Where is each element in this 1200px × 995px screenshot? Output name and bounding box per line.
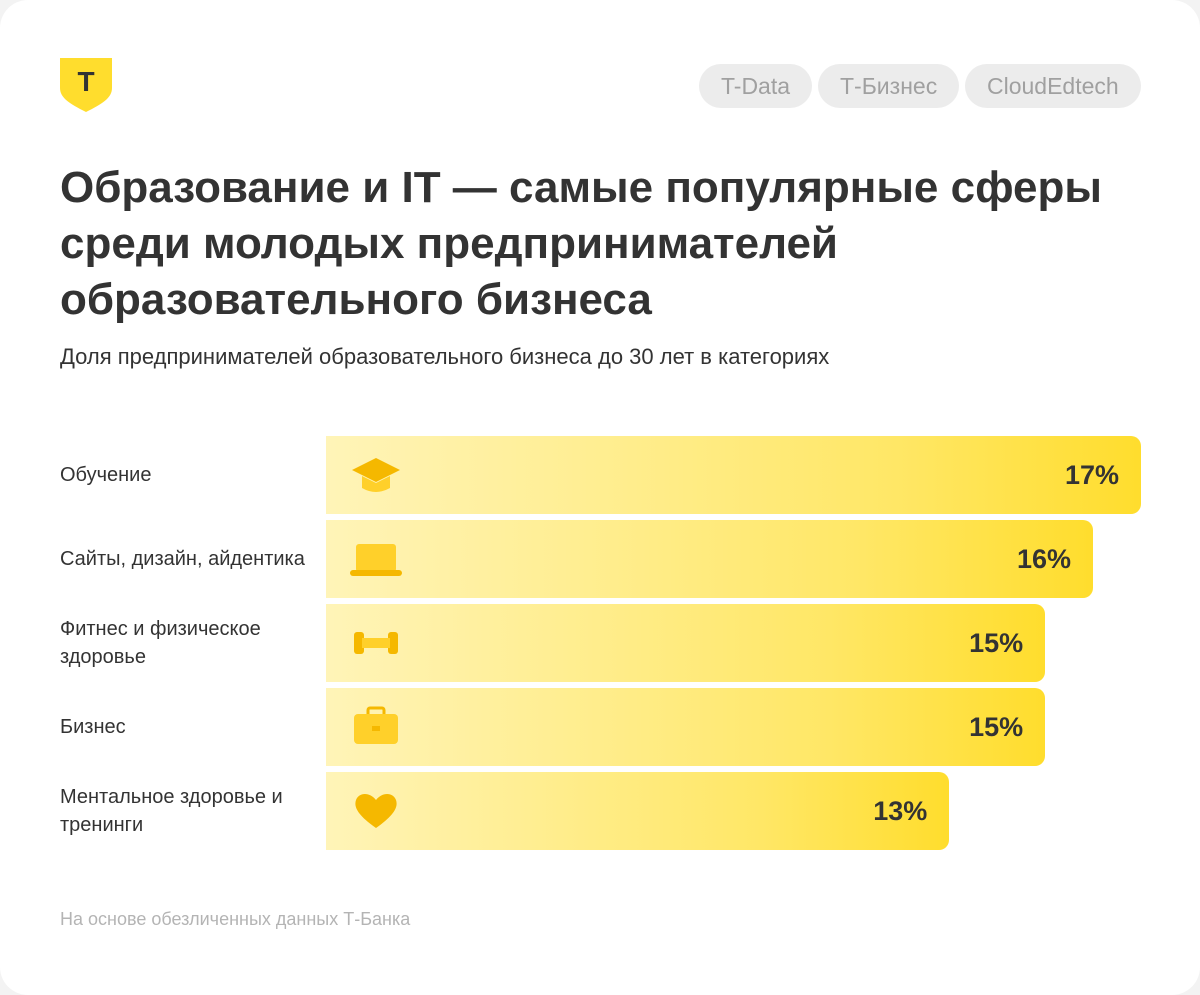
bar bbox=[326, 520, 1094, 598]
tag: T-Data bbox=[699, 64, 813, 108]
category-icon bbox=[354, 632, 398, 654]
value-label: 15% bbox=[969, 712, 1024, 742]
chart-subtitle: Доля предпринимателей образовательного б… bbox=[60, 344, 830, 369]
logo: Т bbox=[77, 66, 95, 97]
category-label: Сайты, дизайн, айдентика bbox=[60, 548, 305, 570]
bar bbox=[326, 688, 1046, 766]
bar bbox=[326, 436, 1141, 514]
category-label: Обучение bbox=[60, 464, 152, 486]
tag: Т-Бизнес bbox=[818, 64, 960, 108]
logo-shield bbox=[60, 58, 112, 112]
category-label: Ментальное здоровье и тренинги bbox=[60, 786, 283, 836]
value-label: 13% bbox=[873, 796, 928, 826]
category-icon bbox=[350, 544, 402, 576]
value-label: 17% bbox=[1064, 460, 1119, 490]
category-icon bbox=[355, 794, 397, 828]
value-label: 16% bbox=[1017, 544, 1072, 574]
category-label: Фитнес и физическое здоровье bbox=[60, 618, 261, 668]
category-icon bbox=[352, 458, 400, 492]
tag: CloudEdtech bbox=[965, 64, 1141, 108]
category-icon bbox=[354, 706, 398, 744]
footnote: На основе обезличенных данных Т-Банка bbox=[60, 909, 411, 929]
chart-title: Образование и IT — самые популярные сфер… bbox=[60, 163, 1102, 324]
bar bbox=[326, 772, 950, 850]
category-label: Бизнес bbox=[60, 716, 126, 738]
value-label: 15% bbox=[969, 628, 1024, 658]
bar bbox=[326, 604, 1046, 682]
